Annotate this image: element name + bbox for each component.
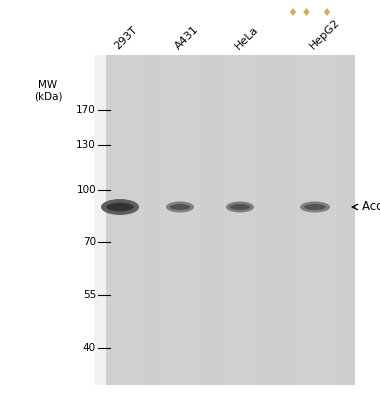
Ellipse shape xyxy=(300,202,330,212)
Text: 130: 130 xyxy=(76,140,96,150)
Text: 40: 40 xyxy=(83,343,96,353)
Ellipse shape xyxy=(106,202,134,211)
Text: ♦ ♦   ♦: ♦ ♦ ♦ xyxy=(288,8,332,18)
Bar xyxy=(219,55,261,385)
Text: A431: A431 xyxy=(173,24,200,51)
Text: 70: 70 xyxy=(83,237,96,247)
Text: HeLa: HeLa xyxy=(233,24,260,51)
Text: 170: 170 xyxy=(76,105,96,115)
Ellipse shape xyxy=(304,204,326,210)
Ellipse shape xyxy=(166,202,194,212)
Bar xyxy=(106,55,355,385)
Ellipse shape xyxy=(101,199,139,215)
Ellipse shape xyxy=(170,204,190,210)
Text: 55: 55 xyxy=(83,290,96,300)
Text: Aconitase 2: Aconitase 2 xyxy=(362,200,380,214)
Text: 293T: 293T xyxy=(113,24,140,51)
Bar xyxy=(94,55,146,385)
Text: 100: 100 xyxy=(76,185,96,195)
Bar xyxy=(159,55,201,385)
Text: MW
(kDa): MW (kDa) xyxy=(34,80,62,102)
Text: HepG2: HepG2 xyxy=(308,17,342,51)
Bar xyxy=(293,55,337,385)
Ellipse shape xyxy=(226,202,254,212)
Ellipse shape xyxy=(230,204,250,210)
